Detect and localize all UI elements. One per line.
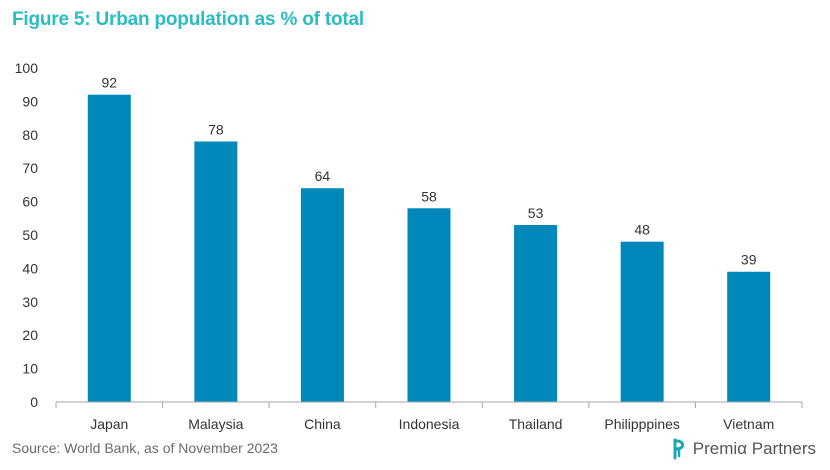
y-tick-label: 40 xyxy=(22,260,38,276)
bar xyxy=(407,208,451,402)
y-tick-label: 30 xyxy=(22,294,38,310)
y-tick-label: 60 xyxy=(22,194,38,210)
brand-logo: Premiα Partners xyxy=(670,438,816,460)
bars-group xyxy=(87,94,771,403)
chart-title: Figure 5: Urban population as % of total xyxy=(12,9,364,30)
data-label: 58 xyxy=(421,188,437,204)
data-label: 39 xyxy=(741,252,757,268)
bar xyxy=(514,224,558,402)
data-label: 78 xyxy=(208,121,224,137)
x-tick-label: Japan xyxy=(90,416,128,432)
x-tick-label: Malaysia xyxy=(188,416,243,432)
x-tick-label: Indonesia xyxy=(399,416,460,432)
y-tick-label: 50 xyxy=(22,227,38,243)
y-tick-label: 10 xyxy=(22,361,38,377)
bar xyxy=(194,141,238,403)
bar xyxy=(727,271,771,402)
bar xyxy=(300,188,344,402)
x-tick-label: Philipppines xyxy=(604,416,680,432)
premia-logo-icon xyxy=(673,438,684,460)
y-tick-label: 100 xyxy=(15,60,39,76)
x-tick-label: Vietnam xyxy=(723,416,774,432)
data-label: 53 xyxy=(528,205,544,221)
x-tick-label: China xyxy=(304,416,341,432)
y-tick-label: 80 xyxy=(22,127,38,143)
data-label: 48 xyxy=(634,222,650,238)
y-tick-label: 70 xyxy=(22,160,38,176)
x-axis-ticks: Japan Malaysia China Indonesia Thailand Phili… xyxy=(55,402,803,432)
y-tick-label: 90 xyxy=(22,93,38,109)
y-tick-label: 0 xyxy=(30,394,38,410)
y-axis-ticks: 0 10 20 30 40 50 60 70 80 90 100 xyxy=(15,60,39,410)
data-labels: 92 78 64 58 53 48 39 xyxy=(101,75,756,268)
data-label: 64 xyxy=(315,168,331,184)
source-note: Source: World Bank, as of November 2023 xyxy=(12,440,278,456)
brand-name: Premiα Partners xyxy=(692,439,816,458)
x-tick-label: Thailand xyxy=(509,416,563,432)
data-label: 92 xyxy=(101,75,117,91)
bar xyxy=(87,94,131,402)
bar xyxy=(620,241,664,402)
y-tick-label: 20 xyxy=(22,327,38,343)
